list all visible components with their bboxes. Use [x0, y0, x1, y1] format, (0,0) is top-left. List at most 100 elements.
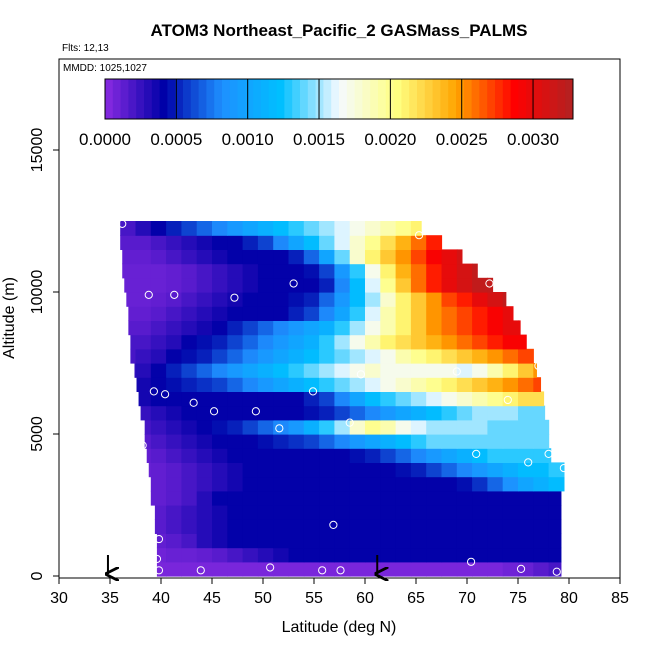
heatmap-cell	[365, 235, 381, 250]
flight-arrows	[108, 555, 377, 574]
heatmap-cell	[181, 235, 198, 250]
heatmap-cell	[441, 363, 458, 378]
heatmap-cell	[212, 235, 228, 250]
observation-point	[126, 367, 135, 376]
heatmap-cell	[166, 490, 182, 506]
heatmap-cell	[518, 533, 534, 549]
heatmap-cell	[365, 533, 381, 549]
plot-frame	[58, 58, 621, 579]
heatmap-cell	[227, 434, 244, 449]
observation-point	[189, 398, 198, 407]
colorbar-cell	[549, 79, 558, 119]
colorbar-cell	[541, 79, 551, 119]
heatmap-cell	[273, 434, 290, 449]
heatmap-cell	[166, 405, 182, 421]
heatmap-cell	[365, 306, 381, 321]
flights-label: Flts: 12,13	[62, 43, 109, 54]
heatmap-cell	[212, 306, 228, 321]
heatmap-cell	[472, 519, 488, 534]
heatmap-cell	[426, 235, 443, 250]
heatmap-cell	[181, 462, 198, 478]
heatmap-cell	[273, 533, 290, 549]
heatmap-cell	[257, 547, 274, 563]
heatmap-cell	[181, 405, 198, 421]
heatmap-cell	[135, 249, 152, 265]
heatmap-cell	[273, 334, 290, 350]
heatmap-cell	[319, 320, 335, 336]
heatmap-cell	[288, 320, 305, 336]
colorbar-cell	[510, 79, 519, 119]
heatmap-cell	[426, 277, 443, 293]
heatmap-cell	[441, 476, 458, 492]
observation-point	[329, 520, 338, 529]
heatmap-cell	[441, 292, 458, 307]
heatmap-cell	[380, 334, 397, 350]
observation-point	[138, 441, 147, 450]
heatmap-cell	[303, 249, 320, 265]
heatmap-cell	[395, 363, 412, 378]
heatmap-cell	[456, 277, 473, 293]
heatmap-cell	[257, 306, 274, 321]
heatmap-cell	[319, 348, 335, 364]
heatmap-cell	[410, 363, 427, 378]
heatmap-cell	[156, 561, 167, 577]
colorbar-cell	[206, 79, 215, 119]
heatmap-cell	[380, 490, 397, 506]
heatmap-cell	[426, 249, 443, 265]
heatmap-cell	[303, 476, 320, 492]
heatmap-cell	[456, 434, 473, 449]
heatmap-cell	[426, 490, 443, 506]
heatmap-cell	[257, 448, 274, 463]
colorbar-cell	[432, 79, 441, 119]
heatmap-cell	[472, 448, 488, 463]
heatmap-cell	[319, 490, 335, 506]
heatmap-cell	[135, 363, 152, 378]
heatmap-cell	[181, 448, 198, 463]
heatmap-cell	[303, 292, 320, 307]
heatmap-cell	[426, 462, 443, 478]
heatmap-cell	[349, 405, 366, 421]
heatmap-cell	[472, 533, 488, 549]
heatmap-cell	[349, 221, 366, 236]
heatmap-cell	[196, 505, 213, 520]
heatmap-cell	[212, 561, 228, 577]
heatmap-cell	[227, 334, 244, 350]
observation-point	[230, 293, 239, 302]
heatmap-cell	[518, 405, 534, 421]
heatmap-cell	[395, 249, 412, 265]
heatmap-cell	[242, 320, 259, 336]
heatmap-cell	[349, 462, 366, 478]
heatmap-cell	[365, 391, 381, 407]
heatmap-cell	[303, 505, 320, 520]
heatmap-cell	[334, 448, 351, 463]
heatmap-cell	[150, 462, 167, 478]
heatmap-cell	[166, 348, 182, 364]
colorbar-cell	[526, 79, 535, 119]
heatmap-cell	[166, 533, 182, 549]
heatmap-cell	[502, 363, 519, 378]
x-tick-label: 60	[356, 590, 374, 607]
heatmap-cell	[365, 448, 381, 463]
colorbar-tick-label: 0.0030	[507, 130, 559, 149]
heatmap-cell	[472, 306, 488, 321]
heatmap-cell	[120, 235, 137, 250]
heatmap-cell	[472, 462, 488, 478]
heatmap-cell	[196, 292, 213, 307]
heatmap-cell	[319, 519, 335, 534]
heatmap-cell	[303, 377, 320, 392]
heatmap-cell	[365, 292, 381, 307]
heatmap-cell	[273, 547, 290, 563]
heatmap-cell	[196, 363, 213, 378]
heatmap-cell	[548, 505, 562, 520]
heatmap-cell	[441, 405, 458, 421]
heatmap-cell	[533, 505, 550, 520]
observation-point	[516, 564, 526, 574]
heatmap-cell	[257, 561, 274, 577]
heatmap-cell	[227, 306, 244, 321]
heatmap-cell	[166, 377, 182, 392]
heatmap-cell	[349, 249, 366, 265]
heatmap-cell	[242, 533, 259, 549]
heatmap-cell	[502, 561, 519, 577]
heatmap-cell	[349, 533, 366, 549]
heatmap-cell	[472, 277, 488, 293]
